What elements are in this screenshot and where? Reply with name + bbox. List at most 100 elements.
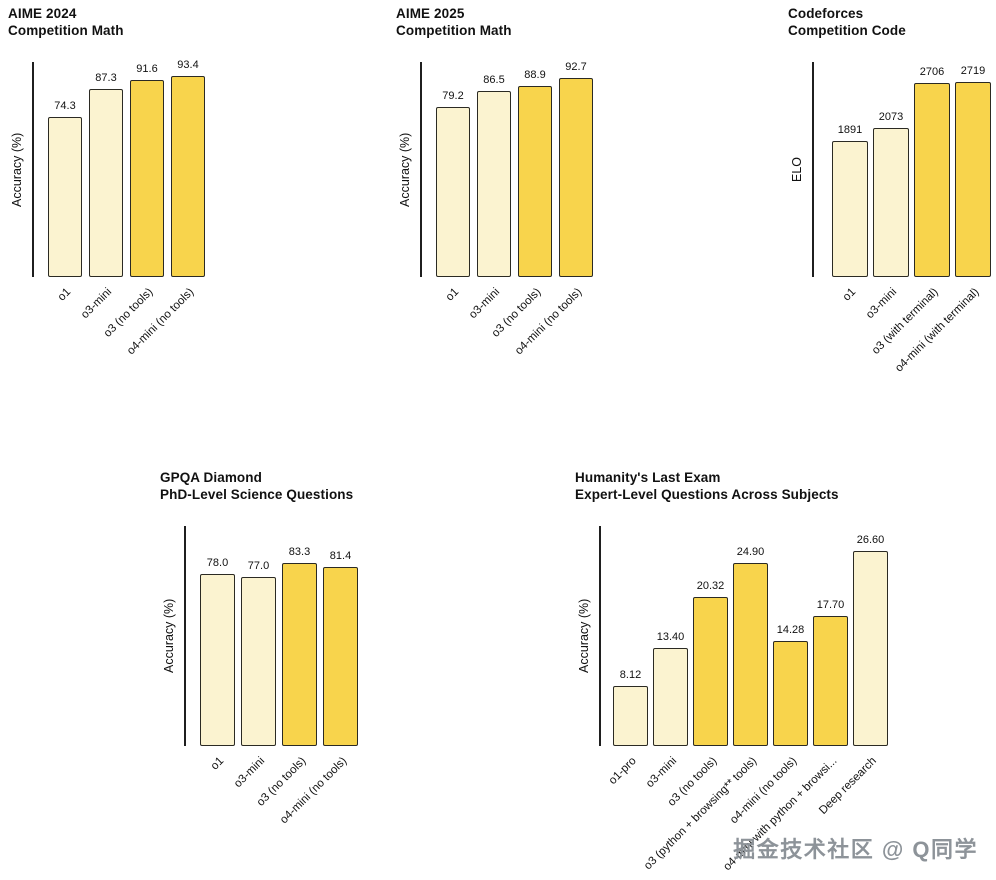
bars-group: 1891 o1 2073 o3-mini 2706 o3 (with terminal) 2… (832, 65, 991, 374)
bar-value-label: 26.60 (856, 533, 885, 546)
bar-column: 2706 o3 (with terminal) (870, 66, 950, 357)
bar-value-label: 93.4 (177, 58, 199, 71)
bar-column: 78.0 o1 (200, 557, 235, 772)
bar-value-label: 24.90 (736, 545, 765, 558)
bar (653, 647, 688, 746)
bar (518, 85, 552, 277)
plot-wrap: Accuracy (%) 78.0 o1 77.0 o3-mini 83.3 o3 (no… (160, 525, 368, 826)
bars-group: 8.12 o1-pro 13.40 o3-mini 20.32 o3 (no tools)… (607, 534, 888, 873)
chart-title-text: Codeforces (788, 6, 864, 21)
bar-column: 93.4 o4-mini (no tools) (125, 59, 205, 357)
bar (914, 82, 950, 277)
y-axis-line (184, 525, 186, 746)
bar (853, 550, 888, 746)
bar (89, 88, 123, 277)
y-axis-label: ELO (790, 156, 804, 182)
bar-column: 74.3 o1 (48, 100, 82, 303)
bar-value-label: 2719 (960, 64, 986, 77)
bar-column: 88.9 o3 (no tools) (490, 69, 552, 339)
bar-value-label: 81.4 (329, 549, 352, 562)
bar (693, 596, 728, 746)
plot-wrap: Accuracy (%) 74.3 o1 87.3 o3-mini 91.6 o3 (no… (8, 59, 215, 357)
y-axis-label: Accuracy (%) (10, 132, 24, 207)
bar-value-label: 78.0 (206, 556, 229, 569)
bar (773, 640, 808, 746)
bar-value-label: 20.32 (696, 579, 725, 592)
x-tick-label: o1 (208, 754, 226, 773)
chart-subtitle-text: Competition Code (788, 22, 906, 38)
bar (955, 81, 991, 277)
bar-value-label: 77.0 (247, 559, 270, 572)
bar-value-label: 17.70 (816, 598, 845, 611)
chart-aime-2024: AIME 2024 Competition Math Accuracy (%) … (8, 6, 215, 357)
bar (130, 79, 164, 277)
bar-column: 2719 o4-mini (with terminal) (893, 65, 991, 374)
bar (613, 685, 648, 746)
y-axis-line (812, 61, 814, 277)
bar-column: 83.3 o3 (no tools) (254, 546, 317, 808)
chart-title: Codeforces Competition Code (788, 6, 996, 40)
x-tick-label: o3-mini (79, 285, 115, 321)
bar-value-label: 1891 (837, 123, 863, 136)
x-tick-label: o1 (840, 285, 859, 304)
y-axis-label: Accuracy (%) (577, 598, 591, 673)
bar (48, 116, 82, 277)
chart-subtitle-text: PhD-Level Science Questions (160, 486, 354, 502)
bar-value-label: 88.9 (524, 68, 546, 81)
x-tick-label: o3-mini (467, 285, 503, 321)
chart-title-text: AIME 2025 (396, 6, 465, 21)
bar (436, 106, 470, 277)
bar-value-label: 13.40 (656, 630, 685, 643)
chart-subtitle-text: Competition Math (396, 22, 512, 38)
bar-column: 86.5 o3-mini (467, 74, 511, 321)
x-tick-label: o1 (55, 285, 74, 304)
bar (832, 140, 868, 277)
bar (282, 562, 317, 746)
x-tick-label: o1 (443, 285, 462, 304)
y-axis-line (32, 61, 34, 277)
chart-title-text: Humanity's Last Exam (575, 470, 721, 485)
bar (171, 75, 205, 277)
x-tick-label: o1-pro (606, 754, 639, 787)
plot-wrap: ELO 1891 o1 2073 o3-mini 2706 o3 (with termin… (788, 61, 996, 374)
bar-value-label: 83.3 (288, 545, 311, 558)
bars-group: 78.0 o1 77.0 o3-mini 83.3 o3 (no tools) 81.4 o4… (200, 546, 358, 826)
y-axis-line (599, 525, 601, 746)
chart-title: AIME 2025 Competition Math (396, 6, 603, 40)
bar-column: 79.2 o1 (436, 90, 470, 303)
plot-area: Accuracy (%) 79.2 o1 86.5 o3-mini 88.9 o3 (no… (398, 61, 603, 357)
bar-value-label: 2706 (919, 65, 945, 78)
bar-value-label: 8.12 (619, 668, 642, 681)
chart-codeforces: Codeforces Competition Code ELO 1891 o1 20… (788, 6, 996, 374)
bar-value-label: 74.3 (54, 99, 76, 112)
bar-value-label: 14.28 (776, 623, 805, 636)
bar (559, 77, 593, 277)
plot-area: Accuracy (%) 74.3 o1 87.3 o3-mini 91.6 o3 (no… (10, 59, 215, 357)
bar-column: 1891 o1 (832, 124, 868, 303)
bar (477, 90, 511, 277)
x-tick-label: o3-mini (864, 285, 900, 321)
bar-column: 13.40 o3-mini (644, 631, 688, 790)
chart-title-text: AIME 2024 (8, 6, 77, 21)
chart-title: Humanity's Last Exam Expert-Level Questi… (575, 470, 898, 504)
bar-column: 26.60 Deep research (817, 534, 888, 817)
bar-column: 14.28 o4-mini (no tools) (728, 624, 808, 826)
bar-value-label: 86.5 (483, 73, 505, 86)
bars-group: 79.2 o1 86.5 o3-mini 88.9 o3 (no tools) 92.7 o4… (436, 61, 593, 357)
plot-area: ELO 1891 o1 2073 o3-mini 2706 o3 (with termin… (790, 61, 996, 374)
y-axis-label: Accuracy (%) (398, 132, 412, 207)
bar (200, 573, 235, 746)
chart-title: GPQA Diamond PhD-Level Science Questions (160, 470, 368, 504)
bar-column: 20.32 o3 (no tools) (665, 580, 728, 808)
bars-group: 74.3 o1 87.3 o3-mini 91.6 o3 (no tools) 93.4 o4… (48, 59, 205, 357)
bar-value-label: 92.7 (565, 60, 587, 73)
y-axis-line (420, 61, 422, 277)
chart-title-text: GPQA Diamond (160, 470, 262, 485)
bar-column: 8.12 o1-pro (607, 669, 648, 787)
bar (813, 615, 848, 746)
bar-column: 17.70 o4-mini with python + browsi... (721, 599, 848, 873)
chart-title: AIME 2024 Competition Math (8, 6, 215, 40)
bar-column: 92.7 o4-mini (no tools) (513, 61, 593, 357)
chart-humanitys-last-exam: Humanity's Last Exam Expert-Level Questi… (575, 470, 898, 873)
